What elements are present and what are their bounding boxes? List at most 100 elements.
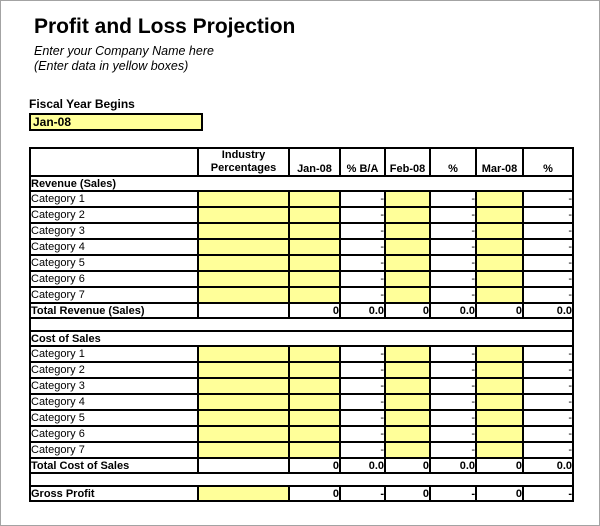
month1-input-cell[interactable]	[288, 238, 341, 256]
fiscal-year-input[interactable]: Jan-08	[29, 113, 203, 131]
month1-input-cell[interactable]	[288, 345, 341, 363]
pct-output-cell: -	[339, 409, 386, 427]
pct-output-cell: -	[522, 425, 574, 443]
month2-input-cell[interactable]	[384, 222, 431, 240]
month3-input-cell[interactable]	[475, 377, 524, 395]
month1-input-cell[interactable]	[288, 206, 341, 224]
month3-input-cell[interactable]	[475, 270, 524, 288]
pct-output-cell: -	[522, 345, 574, 363]
category-label: Category 5	[29, 254, 199, 272]
industry-input-cell[interactable]	[197, 270, 290, 288]
industry-input-cell[interactable]	[197, 254, 290, 272]
month3-input-cell[interactable]	[475, 441, 524, 459]
pct-output-cell: -	[429, 361, 477, 379]
month1-input-cell[interactable]	[288, 270, 341, 288]
total-row-revenue: Total Revenue (Sales) 0 0.0 0 0.0 0 0.0	[29, 302, 574, 319]
industry-input-cell[interactable]	[197, 441, 290, 459]
month2-input-cell[interactable]	[384, 238, 431, 256]
category-label: Category 6	[29, 425, 199, 443]
industry-input-cell[interactable]	[197, 222, 290, 240]
month2-input-cell[interactable]	[384, 206, 431, 224]
month3-input-cell[interactable]	[475, 425, 524, 443]
pct-output-cell: -	[522, 190, 574, 208]
gross-value-cell: -	[339, 485, 386, 502]
month3-input-cell[interactable]	[475, 222, 524, 240]
month1-input-cell[interactable]	[288, 254, 341, 272]
month1-input-cell[interactable]	[288, 222, 341, 240]
month3-input-cell[interactable]	[475, 254, 524, 272]
month2-input-cell[interactable]	[384, 270, 431, 288]
month1-input-cell[interactable]	[288, 361, 341, 379]
header-pct3: %	[522, 147, 574, 177]
month3-input-cell[interactable]	[475, 361, 524, 379]
month1-input-cell[interactable]	[288, 441, 341, 459]
pct-output-cell: -	[522, 441, 574, 459]
month3-input-cell[interactable]	[475, 190, 524, 208]
pct-output-cell: -	[429, 270, 477, 288]
table-row: Category 1 - - -	[29, 345, 574, 363]
total-value-cell: 0.0	[339, 457, 386, 474]
header-pct2: %	[429, 147, 477, 177]
month3-input-cell[interactable]	[475, 345, 524, 363]
month3-input-cell[interactable]	[475, 393, 524, 411]
industry-input-cell[interactable]	[197, 238, 290, 256]
month3-input-cell[interactable]	[475, 238, 524, 256]
industry-input-cell[interactable]	[197, 206, 290, 224]
category-label: Category 4	[29, 238, 199, 256]
pct-output-cell: -	[339, 345, 386, 363]
industry-input-cell[interactable]	[197, 361, 290, 379]
spacer-cell	[29, 317, 574, 332]
table-row: Category 2 - - -	[29, 361, 574, 379]
month2-input-cell[interactable]	[384, 377, 431, 395]
gross-profit-row: Gross Profit 0 - 0 - 0 -	[29, 485, 574, 502]
month1-input-cell[interactable]	[288, 409, 341, 427]
month2-input-cell[interactable]	[384, 361, 431, 379]
category-label: Category 4	[29, 393, 199, 411]
total-value-cell: 0	[384, 302, 431, 319]
table-row: Category 2 - - -	[29, 206, 574, 224]
industry-input-cell[interactable]	[197, 409, 290, 427]
month1-input-cell[interactable]	[288, 286, 341, 304]
month1-input-cell[interactable]	[288, 393, 341, 411]
industry-input-cell[interactable]	[197, 393, 290, 411]
month1-input-cell[interactable]	[288, 190, 341, 208]
industry-input-cell[interactable]	[197, 425, 290, 443]
month2-input-cell[interactable]	[384, 254, 431, 272]
total-row-cost-of-sales: Total Cost of Sales 0 0.0 0 0.0 0 0.0	[29, 457, 574, 474]
industry-input-cell[interactable]	[197, 485, 290, 502]
month1-input-cell[interactable]	[288, 377, 341, 395]
section-title: Revenue (Sales)	[29, 175, 574, 192]
month2-input-cell[interactable]	[384, 190, 431, 208]
month2-input-cell[interactable]	[384, 393, 431, 411]
total-value-cell: 0	[384, 457, 431, 474]
total-label: Total Revenue (Sales)	[29, 302, 199, 319]
month3-input-cell[interactable]	[475, 286, 524, 304]
month2-input-cell[interactable]	[384, 409, 431, 427]
pct-output-cell: -	[339, 393, 386, 411]
month3-input-cell[interactable]	[475, 409, 524, 427]
industry-input-cell[interactable]	[197, 190, 290, 208]
profit-loss-table: Industry Percentages Jan-08 % B/A Feb-08…	[29, 147, 574, 502]
industry-input-cell[interactable]	[197, 286, 290, 304]
month2-input-cell[interactable]	[384, 345, 431, 363]
section-header-cost-of-sales: Cost of Sales	[29, 330, 574, 347]
pct-output-cell: -	[429, 345, 477, 363]
pct-output-cell: -	[339, 377, 386, 395]
month2-input-cell[interactable]	[384, 425, 431, 443]
industry-input-cell[interactable]	[197, 377, 290, 395]
month3-input-cell[interactable]	[475, 206, 524, 224]
month1-input-cell[interactable]	[288, 425, 341, 443]
month2-input-cell[interactable]	[384, 441, 431, 459]
total-value-cell: 0.0	[339, 302, 386, 319]
gross-value-cell: 0	[288, 485, 341, 502]
pct-output-cell: -	[522, 377, 574, 395]
header-month3: Mar-08	[475, 147, 524, 177]
pct-output-cell: -	[522, 270, 574, 288]
pct-output-cell: -	[429, 441, 477, 459]
total-value-cell: 0	[288, 302, 341, 319]
table-row: Category 6 - - -	[29, 270, 574, 288]
pct-output-cell: -	[429, 377, 477, 395]
industry-input-cell[interactable]	[197, 345, 290, 363]
month2-input-cell[interactable]	[384, 286, 431, 304]
